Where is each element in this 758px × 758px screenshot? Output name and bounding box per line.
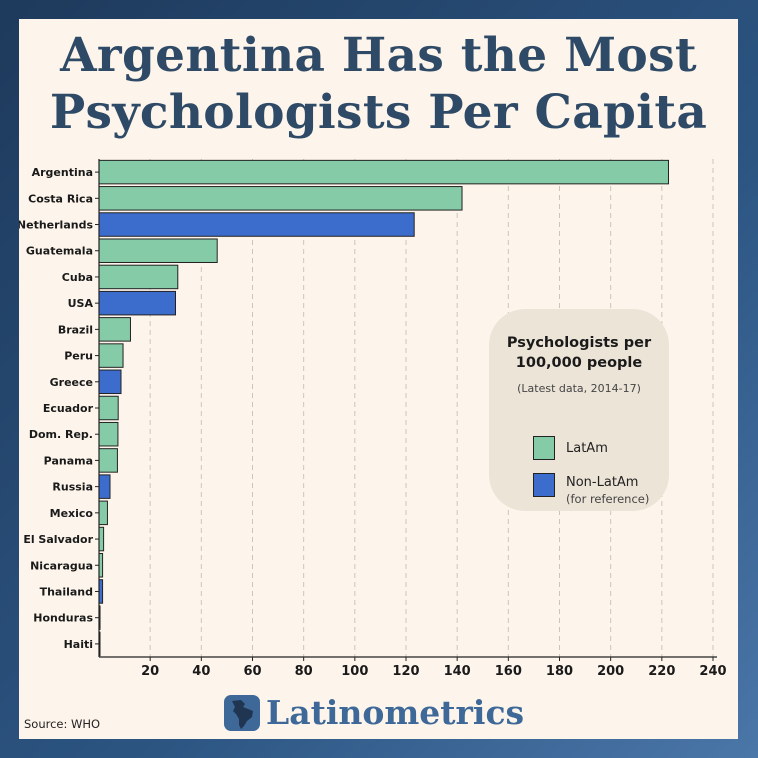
xtick-label-5: 120 bbox=[392, 664, 419, 679]
bar-9 bbox=[98, 395, 119, 421]
category-label-9: Ecuador bbox=[43, 402, 94, 415]
xtick-label-7: 160 bbox=[495, 664, 522, 679]
bar-12 bbox=[98, 474, 111, 499]
bar-13 bbox=[98, 500, 108, 526]
chart-card: Argentina Has the Most Psychologists Per… bbox=[19, 19, 738, 739]
bar-0 bbox=[98, 159, 669, 185]
xtick-label-8: 180 bbox=[546, 664, 573, 679]
xtick-label-3: 80 bbox=[295, 664, 313, 679]
bar-chart: Argentina Costa Rica Netherlands Guatemala C… bbox=[19, 159, 727, 679]
bar-1 bbox=[98, 186, 463, 211]
category-label-7: Peru bbox=[64, 350, 93, 363]
category-label-1: Costa Rica bbox=[28, 192, 93, 205]
category-label-8: Greece bbox=[50, 376, 93, 389]
bar-14 bbox=[98, 526, 105, 552]
xtick-label-6: 140 bbox=[444, 664, 471, 679]
category-label-4: Cuba bbox=[62, 271, 93, 284]
category-label-10: Dom. Rep. bbox=[29, 428, 93, 441]
xtick-label-2: 60 bbox=[243, 664, 261, 679]
brand-name: Latinometrics bbox=[266, 693, 525, 732]
category-label-14: El Salvador bbox=[23, 533, 93, 546]
bar-11 bbox=[98, 448, 118, 473]
category-label-2: Netherlands bbox=[19, 219, 93, 232]
xtick-label-1: 40 bbox=[192, 664, 210, 679]
legend-swatch-nonlatam bbox=[533, 473, 555, 497]
title-line-1: Argentina Has the Most bbox=[60, 28, 697, 83]
legend-label-nonlatam: Non-LatAm bbox=[566, 475, 639, 490]
category-label-13: Mexico bbox=[50, 507, 94, 520]
category-label-17: Honduras bbox=[33, 612, 93, 625]
bar-5 bbox=[98, 290, 176, 316]
bar-3 bbox=[98, 238, 218, 263]
bar-6 bbox=[98, 317, 131, 342]
category-label-18: Haiti bbox=[64, 638, 93, 651]
legend-subtitle: (Latest data, 2014-17) bbox=[517, 382, 641, 395]
bar-8 bbox=[98, 369, 122, 395]
brand: Latinometrics bbox=[224, 693, 554, 737]
xtick-label-10: 220 bbox=[648, 664, 675, 679]
bar-2 bbox=[98, 212, 415, 237]
category-label-5: USA bbox=[68, 297, 94, 310]
xtick-label-9: 200 bbox=[597, 664, 624, 679]
title-line-2: Psychologists Per Capita bbox=[49, 85, 708, 140]
bar-4 bbox=[98, 264, 179, 290]
legend-title: Psychologists per 100,000 people bbox=[506, 335, 652, 371]
bar-7 bbox=[98, 343, 124, 368]
legend-box: Psychologists per 100,000 people (Latest… bbox=[489, 309, 669, 511]
legend-note-nonlatam: (for reference) bbox=[566, 492, 650, 506]
bar-10 bbox=[98, 421, 119, 447]
category-label-12: Russia bbox=[52, 481, 93, 494]
category-label-0: Argentina bbox=[32, 166, 93, 179]
xtick-label-11: 240 bbox=[699, 664, 726, 679]
category-label-6: Brazil bbox=[58, 323, 93, 336]
category-label-3: Guatemala bbox=[26, 245, 93, 258]
chart-title: Argentina Has the Most Psychologists Per… bbox=[19, 27, 738, 141]
source-note: Source: WHO bbox=[24, 717, 101, 731]
category-label-15: Nicaragua bbox=[30, 559, 93, 572]
xtick-label-4: 100 bbox=[341, 664, 368, 679]
legend-swatch-latam bbox=[533, 436, 555, 460]
xtick-label-0: 20 bbox=[141, 664, 159, 679]
latin-america-map-icon bbox=[224, 695, 260, 731]
category-label-11: Panama bbox=[44, 454, 93, 467]
category-label-16: Thailand bbox=[40, 585, 93, 598]
legend-label-latam: LatAm bbox=[566, 441, 608, 456]
